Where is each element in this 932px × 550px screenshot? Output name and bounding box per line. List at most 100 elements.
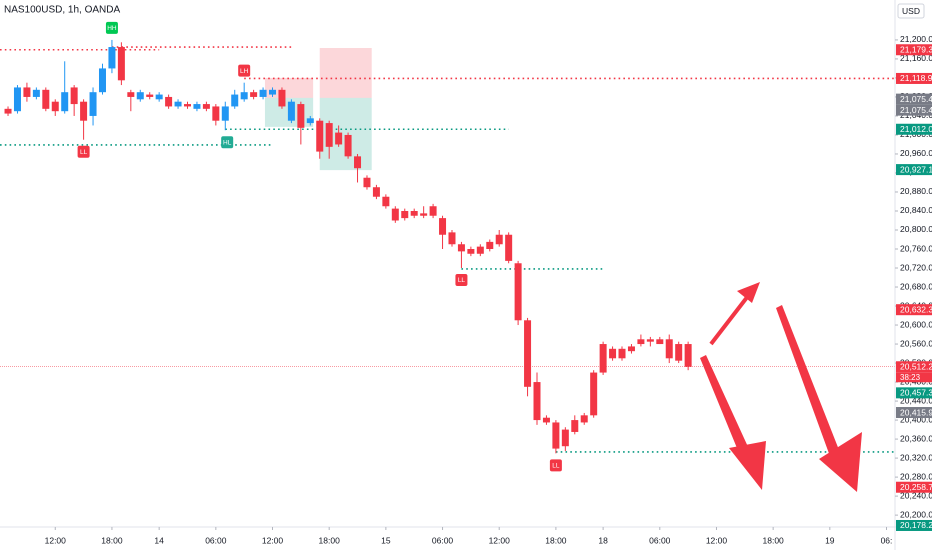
candle-body (146, 94, 154, 97)
price-tag (896, 44, 932, 56)
candle-body (675, 344, 683, 361)
price-tag (896, 72, 932, 84)
candle-body (32, 89, 40, 97)
y-tick-label: 20,560.0 (900, 338, 932, 348)
candle-body (174, 101, 182, 107)
candle-body (505, 234, 513, 261)
candle-body (656, 339, 664, 345)
candle-body (184, 104, 192, 107)
currency-box (897, 3, 925, 19)
price-tag (896, 481, 932, 493)
candle-body (117, 47, 125, 81)
y-tick-label: 20,360.0 (900, 433, 932, 443)
candle-body (61, 92, 69, 112)
candle-body (618, 348, 626, 359)
stop-zone (264, 77, 314, 98)
y-tick-label: 20,880.0 (900, 186, 932, 196)
candle-body (202, 104, 210, 109)
candle-body (448, 232, 456, 245)
x-tick-label: 18:00 (319, 535, 341, 545)
pivot-marker (105, 21, 118, 34)
x-tick-label: 12:00 (489, 535, 511, 545)
x-tick-label: 06: (881, 535, 893, 545)
y-tick-label: 20,320.0 (900, 452, 932, 462)
pivot-label: LL (458, 277, 466, 284)
candle-body (127, 92, 135, 97)
x-tick-label: 19 (825, 535, 835, 545)
price-tag-label: 21,075.4 (900, 105, 932, 115)
candle-body (259, 89, 267, 97)
x-tick-label: 14 (154, 535, 164, 545)
candle-body (297, 104, 305, 128)
candle-body (278, 89, 286, 107)
y-tick-label: 20,240.0 (900, 490, 932, 500)
candle-body (382, 196, 390, 207)
candle-body (212, 106, 220, 121)
candle-body (306, 118, 314, 124)
candle-body (108, 47, 116, 69)
price-tag-label: 21,075.4 (900, 94, 932, 104)
x-tick-label: 12:00 (706, 535, 728, 545)
candle-body (325, 123, 333, 147)
price-tag (896, 519, 932, 531)
candle-body (552, 422, 560, 449)
price-tag-label: 20,632.3 (900, 304, 932, 314)
candle-body (98, 68, 106, 93)
candle-body (495, 234, 503, 245)
plot-area: HH LH HL LL LL LL (0, 21, 895, 472)
candle-body (609, 348, 617, 359)
annotation-arrows (700, 282, 862, 492)
pivot-marker (221, 136, 234, 149)
candle-body (599, 344, 607, 373)
candle-body (89, 92, 97, 116)
x-tick-label: 06:00 (205, 535, 227, 545)
candle-body (51, 101, 59, 112)
price-tag-label: 20,178.2 (900, 520, 932, 530)
y-tick-label: 20,760.0 (900, 243, 932, 253)
candle-body (542, 417, 550, 423)
x-tick-label: 12:00 (45, 535, 67, 545)
y-tick-label: 20,960.0 (900, 148, 932, 158)
candle-body (420, 213, 428, 216)
candle-body (457, 244, 465, 252)
candle-body (344, 134, 352, 157)
candle-body (486, 241, 494, 250)
candle-body (514, 263, 522, 321)
candle-body (561, 429, 569, 447)
price-tag (896, 93, 932, 105)
candle-body (372, 187, 380, 197)
x-tick-label: 06:00 (649, 535, 671, 545)
pivot-label: HL (223, 139, 232, 146)
y-tick-label: 20,440.0 (900, 395, 932, 405)
candle-body (80, 101, 88, 121)
candle-body (410, 210, 418, 216)
price-axis-background (895, 0, 932, 550)
pivot-marker (238, 64, 251, 77)
candle-body (401, 210, 409, 219)
candle-body (391, 208, 399, 221)
candle-body (70, 87, 78, 105)
countdown-tag (896, 372, 932, 383)
y-tick-label: 20,400.0 (900, 414, 932, 424)
candle-body (287, 101, 295, 121)
price-tag-label: 20,258.7 (900, 482, 932, 492)
candle-body (684, 344, 692, 367)
candle-body (646, 339, 654, 342)
candle-body (354, 156, 362, 169)
x-tick-label: 15 (381, 535, 391, 545)
x-tick-label: 06:00 (432, 535, 454, 545)
candle-body (316, 120, 324, 152)
price-tag-label: 20,927.1 (900, 164, 932, 174)
candle-body (23, 87, 31, 97)
candle-body (165, 96, 173, 107)
candle-body (637, 339, 645, 345)
price-tag (896, 387, 932, 399)
x-tick-label: 18 (598, 535, 608, 545)
candle-body (627, 346, 635, 352)
candle-body (533, 382, 541, 421)
candle-body (193, 104, 201, 109)
x-tick-label: 18:00 (763, 535, 785, 545)
candle-body (250, 92, 258, 97)
arrow-head (819, 432, 862, 492)
y-tick-label: 20,840.0 (900, 205, 932, 215)
